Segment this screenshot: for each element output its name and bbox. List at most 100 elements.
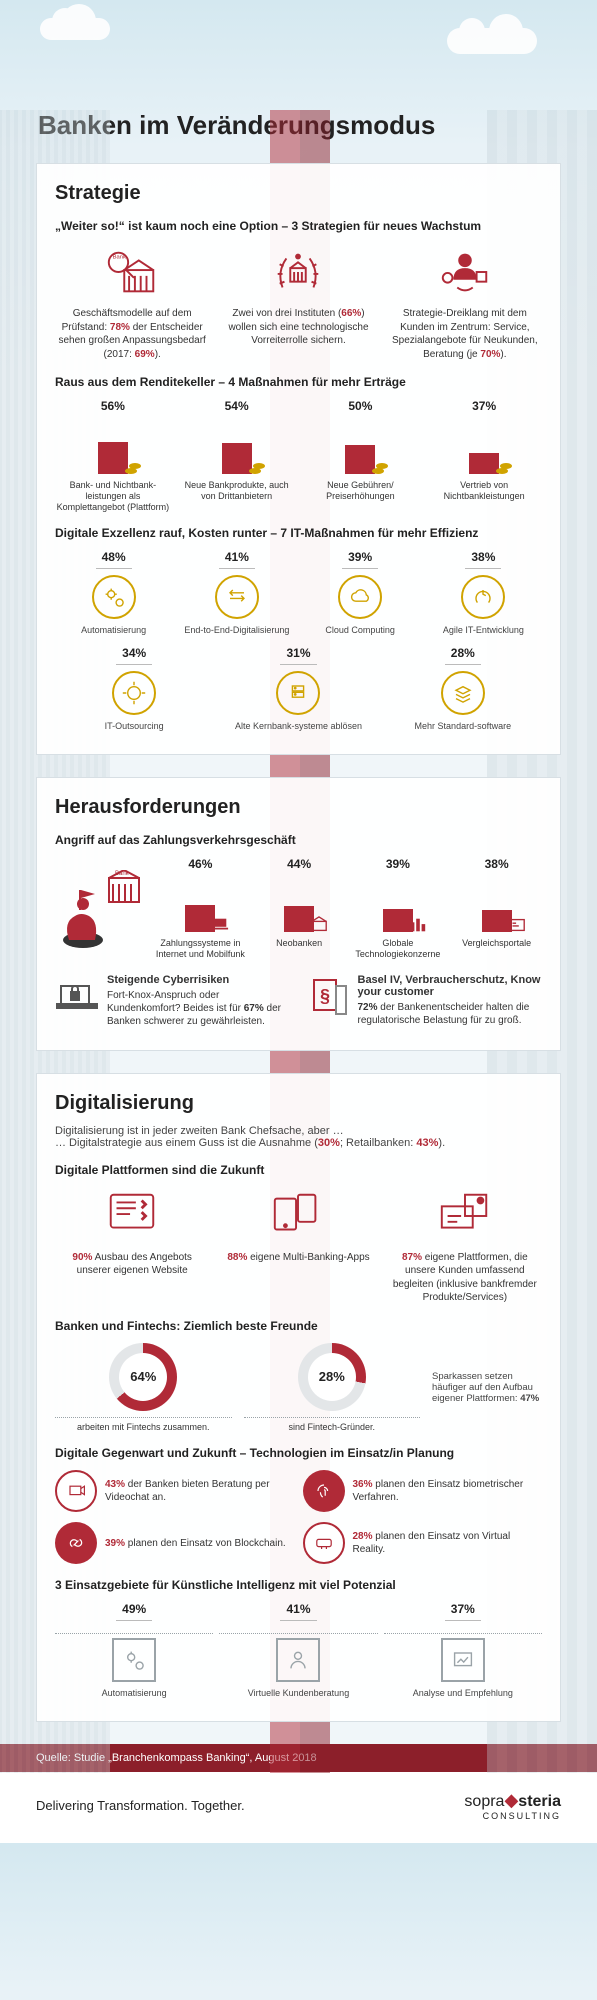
intro-text: Digitalisierung ist in jeder zweiten Ban… bbox=[55, 1125, 542, 1149]
sub-heading: 3 Einsatzgebiete für Künstliche Intellig… bbox=[55, 1578, 542, 1592]
ki-chip: 49% Automatisierung bbox=[55, 1602, 213, 1699]
tech-item: 43% der Banken bieten Beratung per Video… bbox=[55, 1470, 295, 1512]
chip: 28% Mehr Standard-software bbox=[384, 646, 542, 732]
neobank-icon bbox=[310, 916, 328, 934]
donut-label: arbeiten mit Fintechs zusammen. bbox=[55, 1422, 232, 1433]
chip-pct: 48% bbox=[96, 550, 132, 569]
bar-pct: 46% bbox=[155, 857, 246, 871]
svg-text:Bank: Bank bbox=[113, 254, 126, 260]
chip-pct: 41% bbox=[219, 550, 255, 569]
chip-label: IT-Outsourcing bbox=[55, 721, 213, 732]
gears-icon bbox=[92, 575, 136, 619]
chip-label: Analyse und Empfehlung bbox=[384, 1688, 542, 1699]
chip: 48% Automatisierung bbox=[55, 550, 172, 636]
chip-label: Automatisierung bbox=[55, 625, 172, 636]
section-heading: Strategie bbox=[55, 182, 542, 205]
laptop-icon bbox=[211, 916, 229, 934]
chip-label: Cloud Computing bbox=[302, 625, 419, 636]
chip-pct: 37% bbox=[445, 1602, 481, 1621]
section-heading: Herausforderungen bbox=[55, 796, 542, 819]
ecosystem-icon bbox=[436, 1187, 494, 1245]
page-title: Banken im Veränderungsmodus bbox=[0, 110, 597, 149]
bar-pct: 39% bbox=[353, 857, 444, 871]
multibank-icon bbox=[269, 1187, 327, 1245]
strategy-item-text: Strategie-Dreiklang mit dem Kunden im Ze… bbox=[388, 307, 542, 361]
cloud-deco bbox=[40, 18, 110, 40]
cloud-icon bbox=[338, 575, 382, 619]
server-icon bbox=[276, 671, 320, 715]
sub-heading: Digitale Exzellenz rauf, Kosten runter –… bbox=[55, 526, 542, 540]
svg-text:Bank: Bank bbox=[115, 871, 130, 877]
bar-label: Neue Bankprodukte, auch von Drittanbiete… bbox=[179, 480, 295, 502]
sub-heading: Raus aus dem Renditekeller – 4 Maßnahmen… bbox=[55, 375, 542, 389]
callout-title: Steigende Cyberrisiken bbox=[107, 974, 292, 986]
bar-pct: 37% bbox=[426, 399, 542, 413]
callout-title: Basel IV, Verbraucherschutz, Know your c… bbox=[358, 974, 543, 998]
sub-heading: Digitale Plattformen sind die Zukunft bbox=[55, 1163, 542, 1177]
callout-body: 72% der Bankenentscheider halten die reg… bbox=[358, 1001, 543, 1027]
ki-chips: 49% Automatisierung 41% Virtuelle Kunden… bbox=[55, 1602, 542, 1699]
chip-pct: 49% bbox=[116, 1602, 152, 1621]
laurel-icon bbox=[269, 243, 327, 301]
bar-label: Vertrieb von Nichtbankleistungen bbox=[426, 480, 542, 502]
chip: 31% Alte Kernbank-systeme ablösen bbox=[219, 646, 377, 732]
chip: 39% Cloud Computing bbox=[302, 550, 419, 636]
platform-row: 90% Ausbau des Angebots unserer eigenen … bbox=[55, 1187, 542, 1305]
section-heading: Digitalisierung bbox=[55, 1092, 542, 1115]
bars-4: 56% Bank- und Nichtbank-leistungen als K… bbox=[55, 399, 542, 512]
callout-cyber: Steigende Cyberrisiken Fort-Knox-Anspruc… bbox=[55, 974, 292, 1028]
cloud-deco bbox=[447, 28, 537, 54]
bar-label: Neobanken bbox=[254, 938, 345, 949]
tech-item: 36% planen den Einsatz biometrischer Ver… bbox=[303, 1470, 543, 1512]
callout-body: Fort-Knox-Anspruch oder Kundenkomfort? B… bbox=[107, 989, 292, 1028]
donut-label: sind Fintech-Gründer. bbox=[244, 1422, 421, 1433]
sub-heading: Angriff auf das Zahlungsverkehrsgeschäft bbox=[55, 833, 542, 847]
analysis-icon bbox=[441, 1638, 485, 1682]
chip-pct: 38% bbox=[465, 550, 501, 569]
panel-strategie: Strategie „Weiter so!“ ist kaum noch ein… bbox=[36, 163, 561, 755]
donut: 64% bbox=[109, 1343, 177, 1411]
chip-label: Virtuelle Kundenberatung bbox=[219, 1688, 377, 1699]
bar-pct: 38% bbox=[451, 857, 542, 871]
heraus-bars: 46% Zahlungssysteme in Internet und Mobi… bbox=[155, 857, 542, 960]
chip: 38% Agile IT-Entwicklung bbox=[425, 550, 542, 636]
strategy-item-text: Zwei von drei Instituten (66%) wollen si… bbox=[221, 307, 375, 348]
bar-pct: 54% bbox=[179, 399, 295, 413]
ki-chip: 37% Analyse und Empfehlung bbox=[384, 1602, 542, 1699]
portal-icon bbox=[508, 916, 526, 934]
brand-logo: sopra◆steria CONSULTING bbox=[464, 1790, 561, 1821]
lock-laptop-icon bbox=[55, 974, 99, 1028]
panel-digitalisierung: Digitalisierung Digitalisierung ist in j… bbox=[36, 1073, 561, 1723]
strategy-item-text: Geschäftsmodelle auf dem Prüfstand: 78% … bbox=[55, 307, 209, 361]
callout-regulation: § Basel IV, Verbraucherschutz, Know your… bbox=[306, 974, 543, 1028]
strategy-items-row: Bank Geschäftsmodelle auf dem Prüfstand:… bbox=[55, 243, 542, 361]
bar-label: Zahlungssysteme in Internet und Mobilfun… bbox=[155, 938, 246, 960]
chips-7: 48% Automatisierung 41% End-to-End-Digit… bbox=[55, 550, 542, 732]
chip-label: Automatisierung bbox=[55, 1688, 213, 1699]
chip-pct: 31% bbox=[280, 646, 316, 665]
svg-text:§: § bbox=[320, 986, 330, 1006]
chip-label: End-to-End-Digitalisierung bbox=[178, 625, 295, 636]
chip-label: Mehr Standard-software bbox=[384, 721, 542, 732]
tech-row: 43% der Banken bieten Beratung per Video… bbox=[55, 1470, 542, 1564]
coins-icon bbox=[248, 458, 266, 476]
donut-row: 64% arbeiten mit Fintechs zusammen. 28% … bbox=[55, 1343, 542, 1433]
skyline-icon bbox=[409, 916, 427, 934]
fingerprint-icon bbox=[303, 1470, 345, 1512]
chain-icon bbox=[55, 1522, 97, 1564]
chip-label: Alte Kernbank-systeme ablösen bbox=[219, 721, 377, 732]
bar-label: Vergleichsportale bbox=[451, 938, 542, 949]
advisor-icon bbox=[276, 1638, 320, 1682]
ki-chip: 41% Virtuelle Kundenberatung bbox=[219, 1602, 377, 1699]
platform-text: 88% eigene Multi-Banking-Apps bbox=[221, 1251, 375, 1265]
coins-icon bbox=[495, 458, 513, 476]
tech-item: 39% planen den Einsatz von Blockchain. bbox=[55, 1522, 295, 1564]
arrows-icon bbox=[215, 575, 259, 619]
chip: 41% End-to-End-Digitalisierung bbox=[178, 550, 295, 636]
bar-label: Globale Technologiekonzerne bbox=[353, 938, 444, 960]
paragraph-icon: § bbox=[306, 974, 350, 1028]
sub-heading: Banken und Fintechs: Ziemlich beste Freu… bbox=[55, 1319, 542, 1333]
donut: 28% bbox=[298, 1343, 366, 1411]
donut-side-text: Sparkassen setzen häufiger auf den Aufba… bbox=[432, 1371, 542, 1404]
bar-pct: 44% bbox=[254, 857, 345, 871]
